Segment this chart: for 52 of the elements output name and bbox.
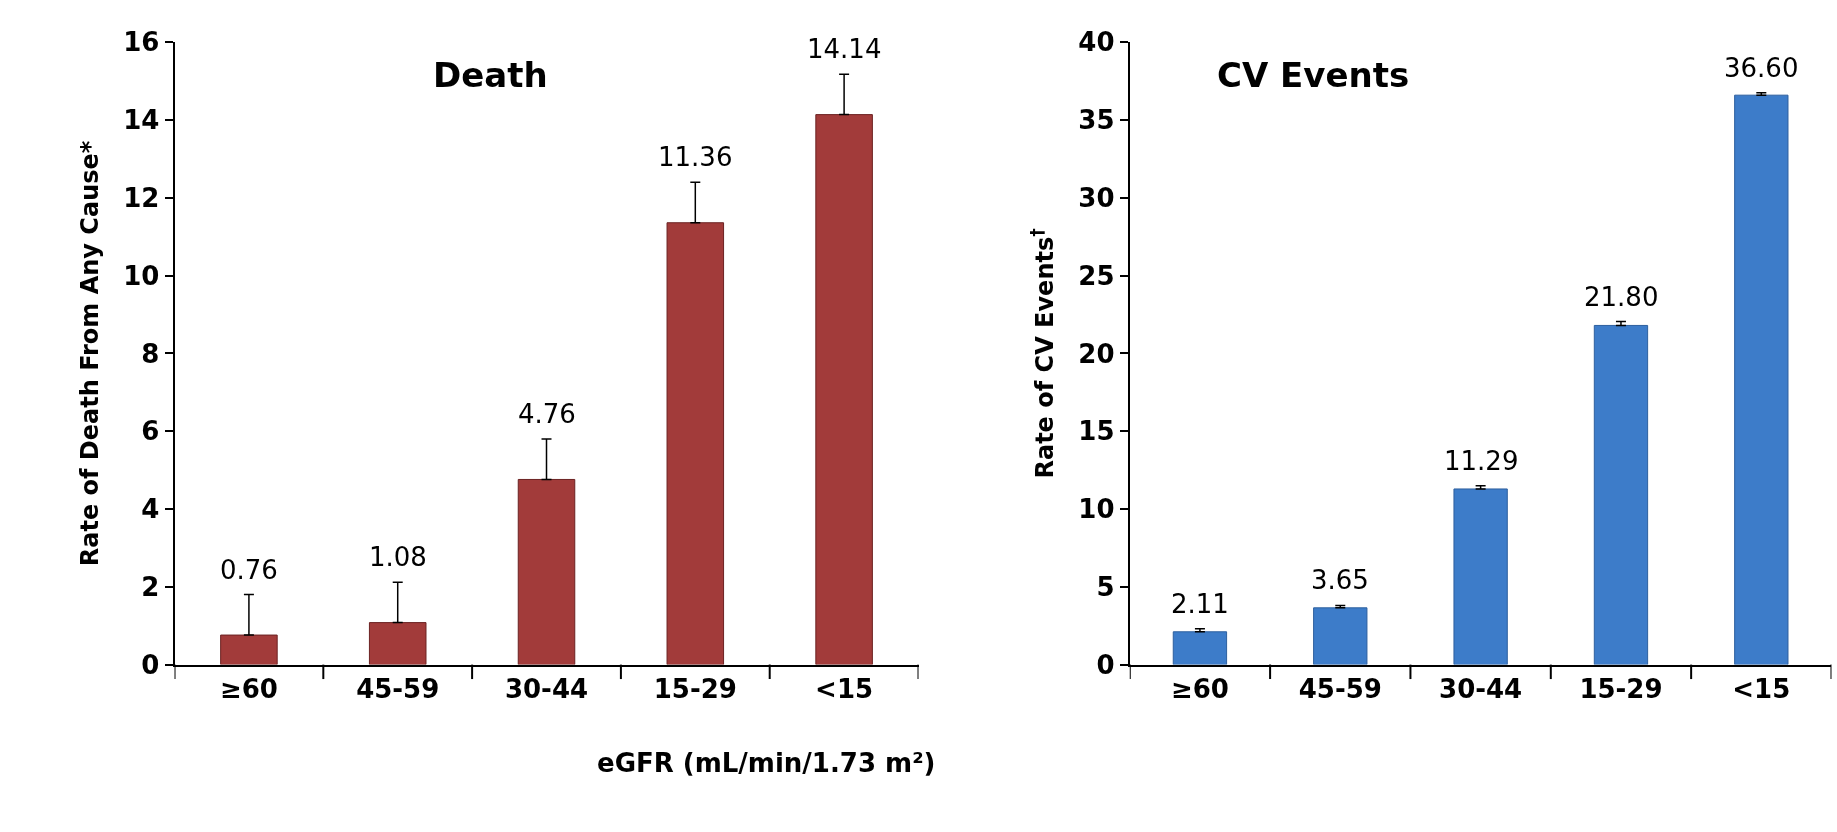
data-label: 14.14 [807, 34, 882, 64]
chart-title: Death [433, 55, 548, 95]
y-tick-label: 16 [123, 27, 160, 58]
y-tick-label: 35 [1078, 105, 1115, 136]
y-tick-label: 25 [1078, 260, 1115, 291]
x-tick-label: <15 [815, 673, 874, 704]
data-label: 3.65 [1311, 565, 1369, 595]
x-tick-label: 30-44 [1439, 673, 1523, 704]
y-tick-label: 2 [141, 571, 160, 602]
y-tick-label: 8 [141, 338, 160, 369]
y-tick-label: 14 [123, 105, 160, 136]
x-tick-label: 15-29 [1579, 673, 1663, 704]
y-tick-label: 40 [1078, 27, 1115, 58]
data-label: 4.76 [518, 399, 576, 429]
y-tick-label: 10 [123, 260, 160, 291]
bar [1453, 488, 1508, 665]
y-tick-label: 20 [1078, 338, 1115, 369]
bar [1734, 94, 1789, 665]
data-label: 11.29 [1444, 446, 1519, 476]
y-tick-label: 0 [141, 649, 160, 680]
y-tick-label: 10 [1078, 494, 1115, 525]
bar [1593, 324, 1649, 665]
bar [517, 478, 576, 665]
x-axis-title: eGFR (mL/min/1.73 m²) [597, 748, 936, 778]
bar [815, 114, 873, 665]
x-tick-label: <15 [1732, 673, 1791, 704]
data-label: 2.11 [1171, 589, 1229, 619]
y-tick-label: 6 [141, 416, 160, 447]
x-tick-label: ≥60 [219, 673, 278, 704]
y-tick-label: 12 [123, 182, 160, 213]
chart-title: CV Events [1217, 55, 1410, 95]
data-label: 11.36 [658, 142, 733, 172]
y-tick-label: 5 [1096, 571, 1115, 602]
x-tick-label: ≥60 [1170, 673, 1229, 704]
bar [368, 622, 427, 665]
y-tick-label: 30 [1078, 182, 1115, 213]
data-label: 21.80 [1584, 282, 1659, 312]
x-tick-label: 45-59 [1298, 673, 1382, 704]
x-tick-label: 30-44 [504, 673, 589, 704]
data-label: 36.60 [1724, 53, 1799, 83]
bar [1313, 607, 1368, 665]
data-label: 0.76 [220, 555, 278, 585]
y-tick-label: 15 [1078, 416, 1115, 447]
bar [1172, 631, 1228, 665]
y-tick-label: 0 [1096, 649, 1115, 680]
bar [666, 222, 725, 665]
data-label: 1.08 [369, 542, 427, 572]
y-tick-label: 4 [141, 494, 160, 525]
bar [220, 634, 278, 665]
x-tick-label: 45-59 [356, 673, 440, 704]
y-axis-title: Rate of Death From Any Cause* [75, 140, 104, 567]
x-tick-label: 15-29 [653, 673, 737, 704]
